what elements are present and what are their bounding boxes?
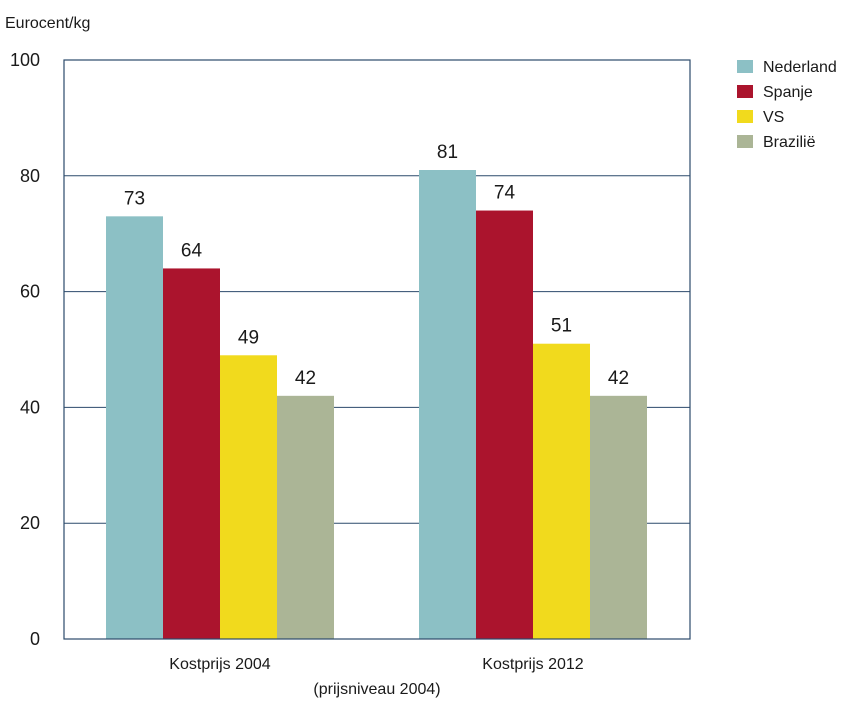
x-category-label: Kostprijs 2012	[482, 656, 583, 673]
bar-brazili-0	[277, 395, 334, 639]
bar-nederland-1	[419, 170, 476, 639]
legend-label: VS	[763, 109, 784, 126]
plot-area-frame	[63, 59, 691, 640]
category-note: (prijsniveau 2004)	[313, 681, 440, 698]
bar-value-label: 81	[437, 142, 458, 163]
legend: Nederland Spanje VS Brazilië	[737, 59, 837, 151]
bar-spanje-1	[476, 210, 533, 640]
legend-swatch	[737, 85, 753, 98]
bar-value-label: 42	[295, 368, 316, 389]
y-tick-label: 0	[30, 629, 40, 649]
bar-value-label: 73	[124, 188, 145, 209]
x-axis-labels: Kostprijs 2004 Kostprijs 2012	[169, 656, 583, 673]
bar-brazili-1	[590, 395, 647, 639]
bar-value-label: 42	[608, 368, 629, 389]
y-tick-label: 60	[20, 282, 40, 302]
bar-value-label: 49	[238, 327, 259, 348]
y-tick-label: 40	[20, 397, 40, 417]
bar-value-label: 64	[181, 240, 203, 261]
legend-label: Brazilië	[763, 134, 816, 151]
bar-value-label: 74	[494, 183, 516, 204]
bar-vs-1	[533, 343, 590, 639]
y-tick-label: 20	[20, 513, 40, 533]
value-labels: 73 64 49 42 81 74 51 42	[124, 142, 629, 389]
bars	[106, 170, 647, 640]
legend-label: Nederland	[763, 59, 837, 76]
bar-nederland-0	[106, 216, 163, 639]
bar-vs-0	[220, 355, 277, 639]
y-axis-title: Eurocent/kg	[5, 15, 90, 32]
bar-spanje-0	[163, 268, 220, 639]
y-tick-label: 100	[10, 50, 40, 70]
y-tick-label: 80	[20, 166, 40, 186]
legend-label: Spanje	[763, 84, 813, 101]
legend-swatch	[737, 110, 753, 123]
x-category-label: Kostprijs 2004	[169, 656, 270, 673]
bar-value-label: 51	[551, 316, 572, 337]
y-axis-ticks: 0 20 40 60 80 100	[10, 50, 40, 649]
legend-swatch	[737, 60, 753, 73]
legend-swatch	[737, 135, 753, 148]
